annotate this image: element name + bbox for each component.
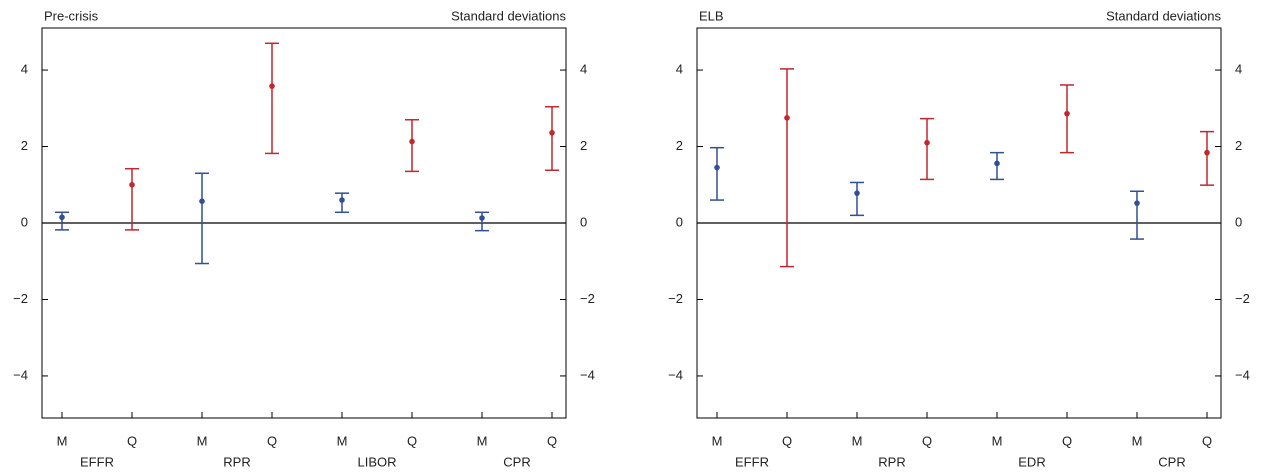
point-estimate (199, 198, 205, 205)
group-label: EFFR (735, 454, 769, 469)
point-estimate (1204, 149, 1210, 156)
y-tick-label: 2 (21, 138, 28, 153)
x-tick-label: M (477, 433, 488, 448)
x-tick-label: Q (1062, 433, 1072, 448)
group-label: CPR (1158, 454, 1185, 469)
point-estimate (409, 138, 415, 145)
y2-tick-label: 2 (1235, 138, 1242, 153)
group-label: EFFR (80, 454, 114, 469)
y2-tick-label: −2 (1235, 291, 1250, 306)
y-tick-label: −4 (13, 367, 28, 382)
x-tick-label: Q (1202, 433, 1212, 448)
point-estimate (714, 164, 720, 171)
point-estimate (129, 181, 135, 188)
y-tick-label: 0 (676, 214, 683, 229)
x-tick-label: Q (922, 433, 932, 448)
y2-tick-label: 0 (580, 214, 587, 229)
y-tick-label: −4 (668, 367, 683, 382)
point-estimate (854, 190, 860, 196)
y2-tick-label: 0 (1235, 214, 1242, 229)
point-estimate (994, 160, 1000, 167)
group-label: EDR (1018, 454, 1045, 469)
y2-tick-label: −4 (580, 367, 595, 382)
x-tick-label: M (852, 433, 863, 448)
point-estimate (1134, 200, 1140, 206)
x-tick-label: Q (127, 433, 137, 448)
y2-tick-label: −2 (580, 291, 595, 306)
axis-unit-label: Standard deviations (1106, 8, 1221, 23)
x-tick-label: M (197, 433, 208, 448)
x-tick-label: M (1132, 433, 1143, 448)
point-estimate (59, 214, 65, 221)
y2-tick-label: 2 (580, 138, 587, 153)
point-estimate (924, 139, 930, 146)
x-tick-label: Q (407, 433, 417, 448)
axis-unit-label: Standard deviations (451, 8, 566, 23)
point-estimate (339, 197, 345, 203)
x-tick-label: Q (782, 433, 792, 448)
group-label: LIBOR (357, 454, 396, 469)
x-tick-label: M (712, 433, 723, 448)
y-tick-label: 4 (21, 61, 28, 76)
y-tick-label: 0 (21, 214, 28, 229)
point-estimate (269, 83, 275, 89)
y2-tick-label: 4 (1235, 61, 1242, 76)
point-estimate (1064, 110, 1070, 117)
y-tick-label: 2 (676, 138, 683, 153)
y2-tick-label: 4 (580, 61, 587, 76)
point-estimate (479, 215, 485, 221)
point-estimate (549, 129, 555, 136)
panel-title: Pre-crisis (44, 8, 99, 23)
x-tick-label: M (57, 433, 68, 448)
group-label: CPR (503, 454, 530, 469)
group-label: RPR (223, 454, 250, 469)
x-tick-label: Q (547, 433, 557, 448)
y-tick-label: −2 (13, 291, 28, 306)
x-tick-label: M (992, 433, 1003, 448)
y-tick-label: −2 (668, 291, 683, 306)
y-tick-label: 4 (676, 61, 683, 76)
point-estimate (784, 115, 790, 121)
panel-title: ELB (699, 8, 724, 23)
x-tick-label: Q (267, 433, 277, 448)
x-tick-label: M (337, 433, 348, 448)
group-label: RPR (878, 454, 905, 469)
y2-tick-label: −4 (1235, 367, 1250, 382)
